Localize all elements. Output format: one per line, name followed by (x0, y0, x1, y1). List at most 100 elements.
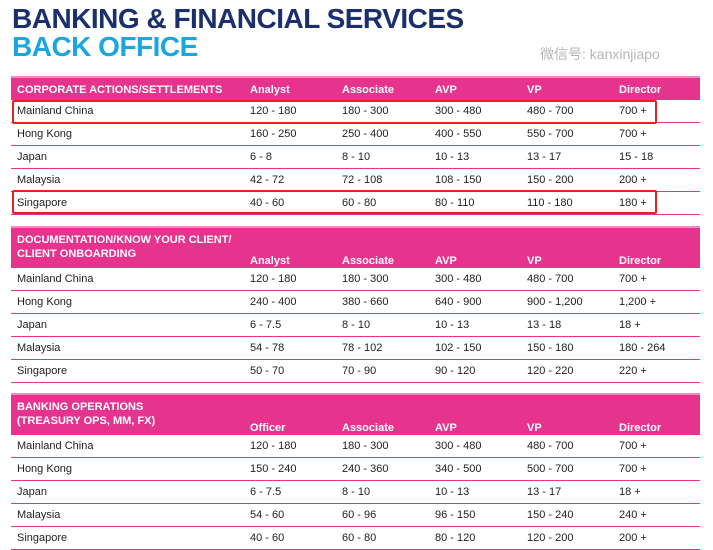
salary-cell: 700 + (619, 440, 647, 452)
salary-cell: 54 - 60 (250, 509, 285, 521)
salary-cell: 110 - 180 (527, 197, 573, 209)
salary-cell: 300 - 480 (435, 105, 482, 117)
salary-cell: 6 - 8 (250, 151, 273, 163)
column-header: Analyst (250, 255, 290, 267)
salary-cell: 180 + (619, 197, 647, 209)
salary-cell: 150 - 240 (527, 509, 574, 521)
row-label: Malaysia (17, 174, 61, 186)
salary-cell: 500 - 700 (527, 463, 574, 475)
row-label: Hong Kong (17, 128, 73, 140)
salary-cell: 240 - 400 (250, 296, 297, 308)
salary-cell: 8 - 10 (342, 319, 371, 331)
salary-table-2: DOCUMENTATION/KNOW YOUR CLIENT/ CLIENT O… (11, 226, 700, 383)
salary-cell: 54 - 78 (250, 342, 285, 354)
salary-cell: 72 - 108 (342, 174, 383, 186)
salary-cell: 180 - 300 (342, 105, 389, 117)
column-header: Associate (342, 422, 394, 434)
salary-cell: 160 - 250 (250, 128, 297, 140)
row-label: Japan (17, 486, 47, 498)
salary-cell: 480 - 700 (527, 273, 574, 285)
column-header: Officer (250, 422, 286, 434)
row-label: Malaysia (17, 509, 61, 521)
salary-cell: 700 + (619, 128, 647, 140)
salary-cell: 550 - 700 (527, 128, 574, 140)
salary-cell: 380 - 660 (342, 296, 389, 308)
column-header: VP (527, 84, 542, 96)
salary-cell: 120 - 200 (527, 532, 574, 544)
salary-cell: 900 - 1,200 (527, 296, 583, 308)
table-row: Singapore 50 - 70 70 - 90 90 - 120 120 - 220… (11, 360, 700, 383)
salary-cell: 240 + (619, 509, 647, 521)
row-label: Singapore (17, 365, 68, 377)
table-row: Hong Kong 160 - 250 250 - 400 400 - 550 550 … (11, 123, 700, 146)
salary-cell: 90 - 120 (435, 365, 476, 377)
salary-cell: 200 + (619, 532, 647, 544)
salary-cell: 240 - 360 (342, 463, 389, 475)
column-header: AVP (435, 84, 457, 96)
highlight-mainland-china (12, 100, 657, 124)
salary-cell: 18 + (619, 319, 641, 331)
salary-table-3: BANKING OPERATIONS (TREASURY OPS, MM, FX… (11, 393, 700, 550)
row-label: Japan (17, 151, 47, 163)
salary-cell: 18 + (619, 486, 641, 498)
table-header: DOCUMENTATION/KNOW YOUR CLIENT/ CLIENT O… (11, 226, 700, 268)
salary-cell: 78 - 102 (342, 342, 383, 354)
salary-cell: 80 - 110 (435, 197, 475, 209)
table-row: Singapore 40 - 60 60 - 80 80 - 110 110 - 180… (11, 192, 700, 215)
salary-cell: 300 - 480 (435, 273, 482, 285)
salary-cell: 150 - 180 (527, 342, 574, 354)
salary-cell: 180 - 300 (342, 440, 389, 452)
table-row: Mainland China 120 - 180 180 - 300 300 - 48… (11, 100, 700, 123)
salary-cell: 8 - 10 (342, 151, 371, 163)
row-label: Japan (17, 319, 47, 331)
salary-cell: 700 + (619, 105, 647, 117)
salary-cell: 120 - 220 (527, 365, 574, 377)
column-header: Associate (342, 255, 394, 267)
salary-cell: 60 - 80 (342, 197, 377, 209)
salary-cell: 150 - 240 (250, 463, 297, 475)
salary-cell: 60 - 80 (342, 532, 377, 544)
salary-cell: 120 - 180 (250, 273, 297, 285)
salary-cell: 340 - 500 (435, 463, 482, 475)
column-header: VP (527, 422, 542, 434)
row-label: Hong Kong (17, 463, 73, 475)
salary-cell: 40 - 60 (250, 197, 285, 209)
column-header: Director (619, 84, 662, 96)
salary-cell: 150 - 200 (527, 174, 574, 186)
column-header: AVP (435, 255, 457, 267)
table-row: Mainland China 120 - 180 180 - 300 300 - 48… (11, 435, 700, 458)
salary-cell: 480 - 700 (527, 440, 574, 452)
salary-cell: 13 - 17 (527, 486, 562, 498)
row-label: Singapore (17, 197, 68, 209)
column-header: Analyst (250, 84, 290, 96)
salary-cell: 42 - 72 (250, 174, 285, 186)
row-label: Mainland China (17, 440, 94, 452)
section-title: DOCUMENTATION/KNOW YOUR CLIENT/ CLIENT O… (17, 234, 232, 260)
row-label: Malaysia (17, 342, 61, 354)
salary-cell: 250 - 400 (342, 128, 389, 140)
highlight-singapore (12, 190, 657, 214)
table-row: Mainland China 120 - 180 180 - 300 300 - 48… (11, 268, 700, 291)
row-label: Singapore (17, 532, 68, 544)
table-row: Malaysia 54 - 60 60 - 96 96 - 150 150 - 240 2… (11, 504, 700, 527)
row-label: Mainland China (17, 105, 94, 117)
column-header: Associate (342, 84, 394, 96)
table-row: Japan 6 - 7.5 8 - 10 10 - 13 13 - 17 18 + (11, 481, 700, 504)
salary-cell: 13 - 18 (527, 319, 562, 331)
table-row: Malaysia 42 - 72 72 - 108 108 - 150 150 - 20… (11, 169, 700, 192)
salary-cell: 102 - 150 (435, 342, 482, 354)
salary-table-1: CORPORATE ACTIONS/SETTLEMENTS Analyst Asso… (11, 76, 700, 215)
table-row: Malaysia 54 - 78 78 - 102 102 - 150 150 - 18… (11, 337, 700, 360)
watermark: 微信号: kanxinjiapo (540, 46, 660, 62)
table-row: Singapore 40 - 60 60 - 80 80 - 120 120 - 200… (11, 527, 700, 550)
salary-cell: 400 - 550 (435, 128, 482, 140)
salary-cell: 13 - 17 (527, 151, 562, 163)
salary-cell: 6 - 7.5 (250, 486, 282, 498)
salary-cell: 40 - 60 (250, 532, 285, 544)
column-header: AVP (435, 422, 457, 434)
salary-cell: 480 - 700 (527, 105, 574, 117)
salary-cell: 200 + (619, 174, 647, 186)
salary-cell: 96 - 150 (435, 509, 476, 521)
salary-cell: 60 - 96 (342, 509, 377, 521)
salary-cell: 10 - 13 (435, 319, 470, 331)
